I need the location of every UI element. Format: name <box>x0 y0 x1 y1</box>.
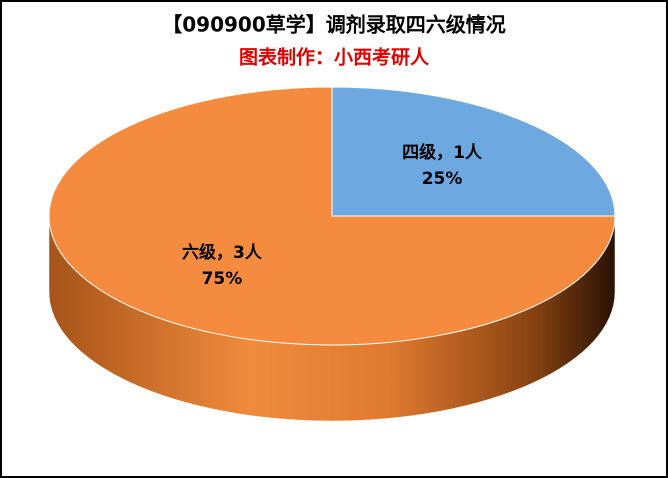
slice <box>48 86 616 346</box>
data-label: 75% <box>202 269 243 289</box>
data-label: 25% <box>422 169 463 189</box>
chart-subtitle: 图表制作：小西考研人 <box>239 46 430 69</box>
data-label: 六级，3人 <box>182 242 263 263</box>
data-label: 四级，1人 <box>402 142 483 163</box>
chart-title: 【090900草学】调剂录取四六级情况 <box>162 13 506 37</box>
slice <box>331 86 616 217</box>
